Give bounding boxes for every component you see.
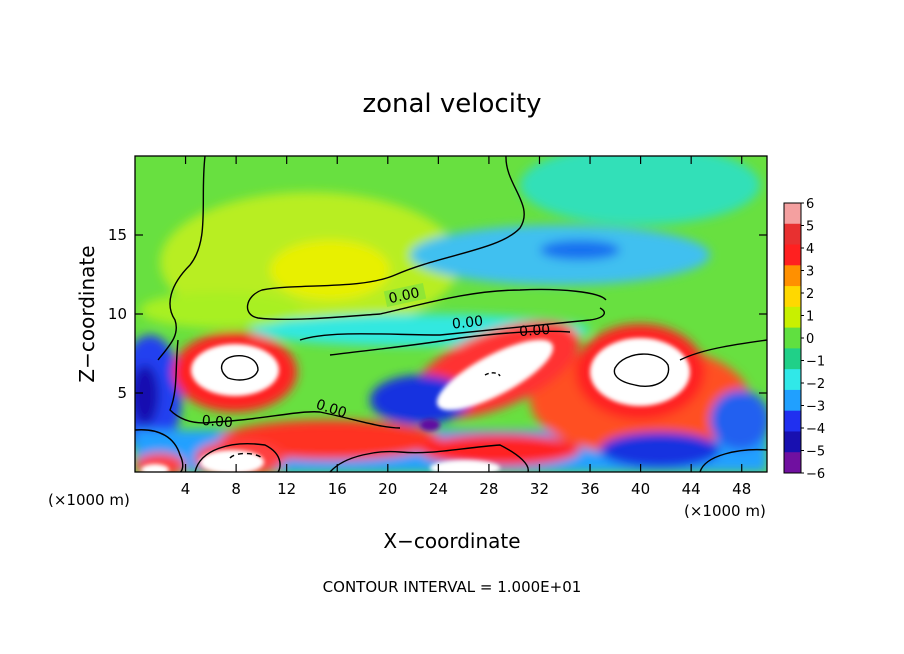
colorbar-label: −3 — [806, 400, 825, 415]
y-tick-label: 15 — [108, 226, 127, 244]
contour-label-bg — [383, 283, 427, 307]
contour-label: 0.00 — [201, 413, 233, 431]
colorbar-label: 1 — [806, 310, 814, 325]
colorbar-swatch — [784, 410, 801, 432]
colorbar-label: 3 — [806, 265, 814, 280]
x-axis-label: X−coordinate — [383, 529, 520, 553]
x-tick-label: 16 — [328, 480, 347, 498]
contour-zero — [135, 429, 184, 472]
contour-interval-caption: CONTOUR INTERVAL = 1.000E+01 — [323, 578, 582, 596]
colorbar-label: 0 — [806, 332, 814, 347]
field-patch — [520, 156, 760, 225]
x-tick-label: 4 — [181, 480, 191, 498]
contour-zero — [169, 339, 401, 429]
colorbar-label: −5 — [806, 445, 825, 460]
x-tick-label: 44 — [682, 480, 701, 498]
chart-title: zonal velocity — [362, 89, 541, 119]
field-extremes — [141, 338, 690, 472]
contour-positive — [613, 353, 670, 387]
contour-zero — [699, 448, 767, 472]
x-unit-right: (×1000 m) — [684, 502, 766, 520]
x-tick-label: 36 — [580, 480, 599, 498]
x-tick-label: 40 — [631, 480, 650, 498]
field-patch — [420, 434, 580, 466]
colorbar-label: 5 — [806, 220, 814, 235]
y-axis: 5 10 15 — [108, 226, 767, 402]
colorbar-label: 4 — [806, 242, 814, 257]
positive-core — [436, 339, 554, 411]
x-axis: 4 8 12 16 20 24 28 32 36 40 44 48 — [181, 156, 751, 498]
positive-core — [141, 464, 169, 472]
negative-core — [420, 419, 440, 431]
x-unit-left: (×1000 m) — [48, 491, 130, 509]
x-tick-label: 12 — [277, 480, 296, 498]
contour-zero — [299, 307, 605, 341]
contour-zero — [157, 156, 206, 361]
field-patch — [270, 240, 390, 300]
colorbar-swatch — [784, 348, 801, 370]
x-tick-label: 28 — [479, 480, 498, 498]
field-patch — [600, 432, 720, 468]
x-tick-label: 8 — [231, 480, 241, 498]
contour-label: 0.00 — [387, 285, 421, 307]
colorbar-swatch — [784, 431, 801, 453]
field-patch — [140, 292, 300, 328]
colorbar: 6 5 4 3 2 1 0 −1 −2 −3 −4 −5 −6 — [783, 197, 825, 482]
field-patch — [135, 365, 159, 425]
contour-zero — [329, 330, 571, 356]
positive-core — [200, 450, 264, 472]
colorbar-label: −4 — [806, 422, 825, 437]
colorbar-label: 2 — [806, 287, 814, 302]
field-patch — [540, 240, 620, 260]
colorbar-label: −2 — [806, 377, 825, 392]
x-tick-label: 24 — [429, 480, 448, 498]
colorbar-swatch — [784, 327, 801, 349]
contour-negative — [484, 372, 501, 377]
colorbar-swatch — [784, 452, 801, 474]
colorbar-swatch — [784, 286, 801, 308]
contour-positive — [220, 354, 259, 381]
contour-label: 0.00 — [519, 322, 551, 340]
colorbar-swatch — [784, 389, 801, 412]
colorbar-label: −6 — [806, 467, 825, 482]
colorbar-swatch — [784, 223, 801, 246]
field-patch — [710, 390, 767, 450]
positive-core — [430, 460, 500, 472]
contour-labels: 0.00 0.00 0.00 0.00 0.00 — [201, 283, 551, 431]
colorbar-swatch — [784, 306, 801, 329]
contour-zero — [329, 444, 529, 472]
colorbar-swatch — [784, 265, 801, 287]
contour-zero — [194, 443, 281, 472]
contour-zero — [679, 339, 767, 361]
plot-area: 0.00 0.00 0.00 0.00 0.00 — [135, 156, 767, 472]
colorbar-label: 6 — [806, 197, 814, 212]
y-tick-label: 5 — [117, 384, 127, 402]
colorbar-swatch — [784, 203, 801, 225]
contour-lines — [135, 156, 767, 472]
x-tick-label: 20 — [378, 480, 397, 498]
x-tick-label: 32 — [530, 480, 549, 498]
colorbar-label: −1 — [806, 355, 825, 370]
colorbar-swatch — [784, 369, 801, 391]
contour-negative — [229, 452, 263, 459]
contour-zero — [246, 156, 607, 321]
contour-label: 0.00 — [451, 313, 484, 332]
colorbar-swatch — [784, 244, 801, 266]
y-axis-label: Z−coordinate — [75, 245, 99, 382]
positive-core — [191, 344, 279, 396]
positive-core — [590, 338, 690, 406]
x-tick-label: 48 — [732, 480, 751, 498]
y-tick-label: 10 — [108, 305, 127, 323]
